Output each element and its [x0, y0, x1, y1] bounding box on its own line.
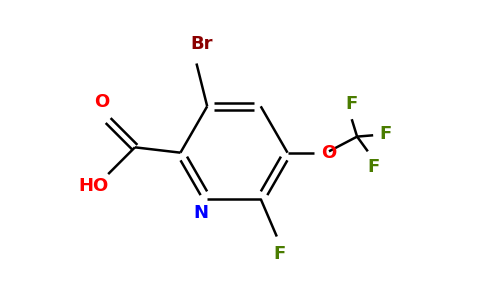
Text: N: N: [193, 204, 208, 222]
Text: HO: HO: [78, 177, 108, 195]
Text: Br: Br: [191, 35, 213, 53]
Text: F: F: [273, 244, 286, 262]
Text: F: F: [346, 94, 358, 112]
Text: F: F: [368, 158, 380, 176]
Text: O: O: [321, 144, 336, 162]
Text: F: F: [380, 125, 392, 143]
Text: O: O: [94, 93, 109, 111]
